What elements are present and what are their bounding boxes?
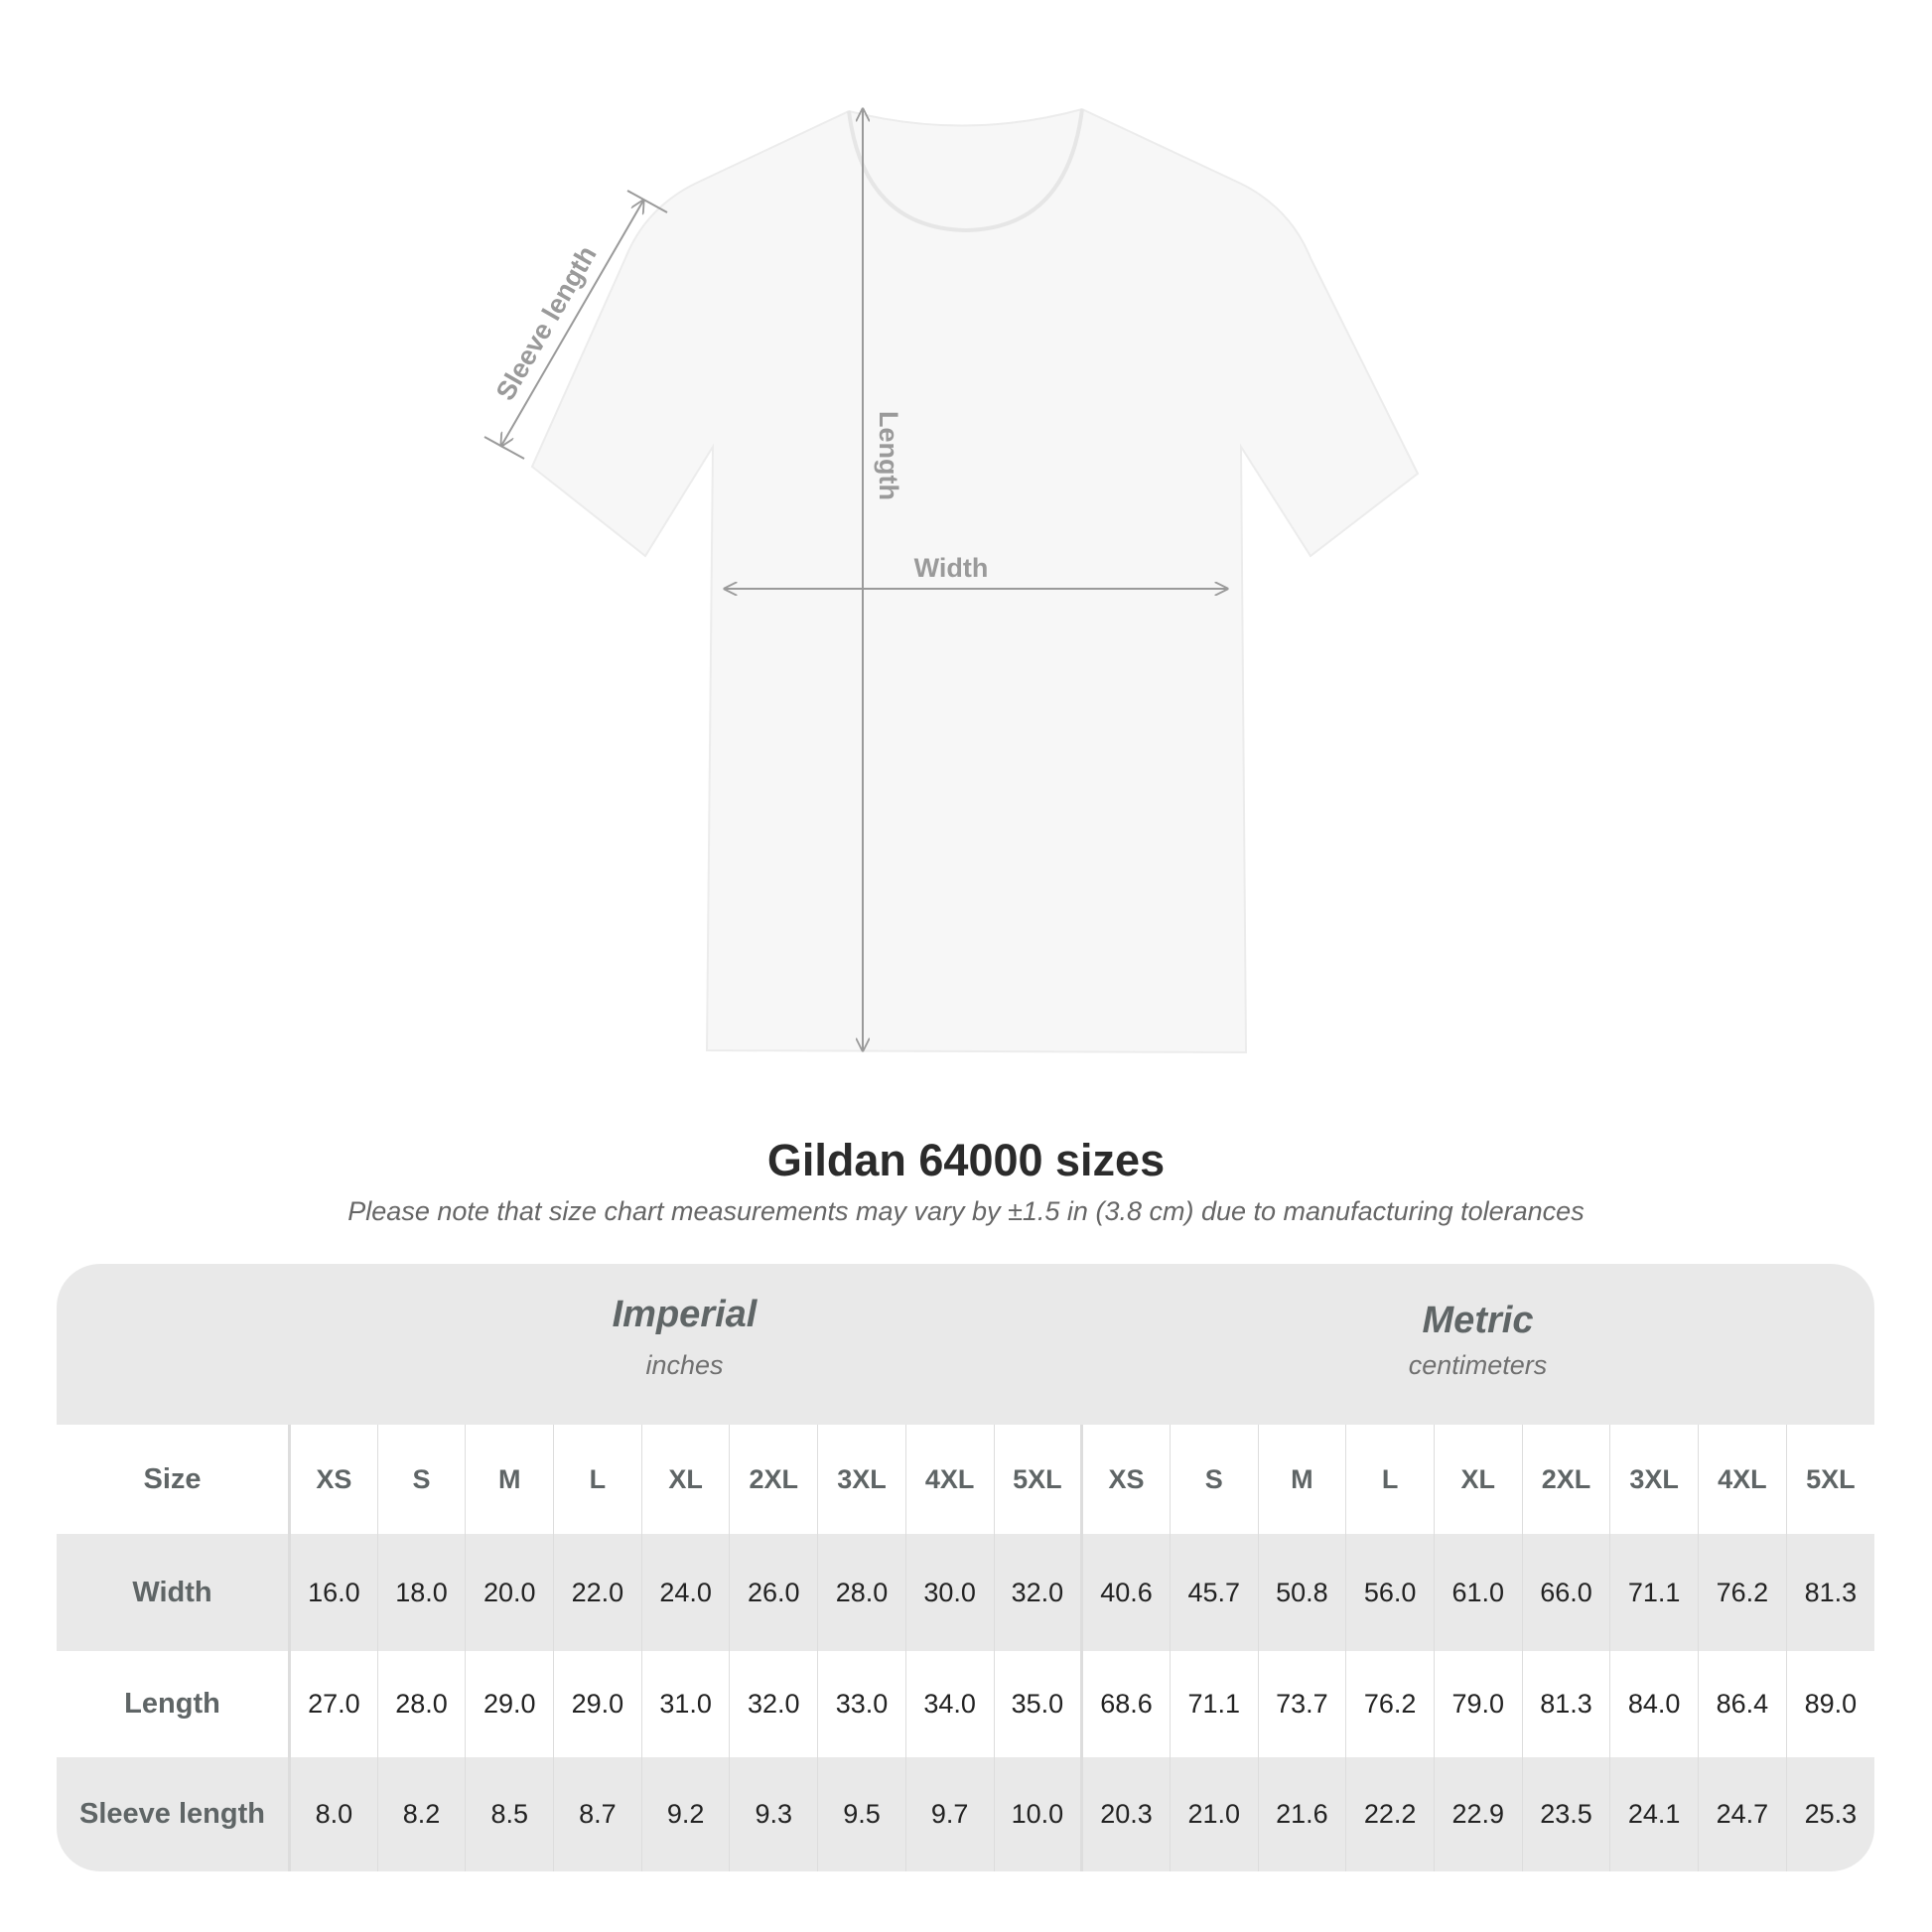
table-cell-imperial: 8.2 bbox=[376, 1757, 466, 1871]
table-row: Width 16.0 18.0 20.0 22.0 24.0 26.0 28.0 30.0 32.… bbox=[57, 1534, 1874, 1651]
table-cell-metric: 86.4 bbox=[1698, 1651, 1787, 1757]
row-label: Length bbox=[57, 1651, 291, 1757]
table-cell-imperial: 9.3 bbox=[729, 1757, 818, 1871]
table-cell-imperial: 33.0 bbox=[817, 1651, 906, 1757]
table-cell-metric: 23.5 bbox=[1521, 1757, 1610, 1871]
table-cell-metric: 76.2 bbox=[1345, 1651, 1435, 1757]
table-cell-metric: 76.2 bbox=[1698, 1534, 1787, 1651]
imperial-title: Imperial bbox=[612, 1294, 758, 1335]
table-cell-imperial: 29.0 bbox=[465, 1651, 554, 1757]
tolerance-note: Please note that size chart measurements… bbox=[347, 1196, 1585, 1226]
table-row: Length 27.0 28.0 29.0 29.0 31.0 32.0 33.0 34.0 35… bbox=[57, 1651, 1874, 1757]
table-cell-imperial: 9.7 bbox=[904, 1757, 994, 1871]
size-header-metric: 3XL bbox=[1609, 1425, 1699, 1534]
table-cell-metric: 79.0 bbox=[1433, 1651, 1523, 1757]
sleeve-arrow bbox=[501, 201, 643, 446]
sleeve-tick bbox=[626, 190, 668, 213]
table-cell-metric: 81.3 bbox=[1785, 1534, 1874, 1651]
table-row: Sleeve length 8.0 8.2 8.5 8.7 9.2 9.3 9.5 9.7 10.… bbox=[57, 1757, 1874, 1871]
table-cell-metric: 21.6 bbox=[1257, 1757, 1346, 1871]
table-cell-imperial: 8.7 bbox=[553, 1757, 642, 1871]
table-cell-imperial: 32.0 bbox=[993, 1534, 1082, 1651]
size-header-imperial: 2XL bbox=[729, 1425, 818, 1534]
table-cell-imperial: 35.0 bbox=[993, 1651, 1082, 1757]
tshirt-diagram: Width Length Sleeve length bbox=[483, 0, 1420, 1054]
row-label: Width bbox=[57, 1534, 291, 1651]
table-cell-imperial: 20.0 bbox=[465, 1534, 554, 1651]
size-header-imperial: XS bbox=[289, 1425, 378, 1534]
size-header-metric: 2XL bbox=[1521, 1425, 1610, 1534]
table-cell-metric: 50.8 bbox=[1257, 1534, 1346, 1651]
size-header-metric: S bbox=[1169, 1425, 1259, 1534]
table-cell-metric: 22.9 bbox=[1433, 1757, 1523, 1871]
metric-header: Metric centimeters bbox=[1081, 1300, 1874, 1381]
table-cell-imperial: 22.0 bbox=[553, 1534, 642, 1651]
sleeve-tick bbox=[483, 436, 525, 460]
size-header-imperial: 4XL bbox=[904, 1425, 994, 1534]
table-cell-metric: 24.7 bbox=[1698, 1757, 1787, 1871]
table-cell-imperial: 10.0 bbox=[993, 1757, 1082, 1871]
row-label: Sleeve length bbox=[57, 1757, 291, 1871]
table-cell-imperial: 18.0 bbox=[376, 1534, 466, 1651]
table-cell-imperial: 30.0 bbox=[904, 1534, 994, 1651]
size-header-metric: XL bbox=[1433, 1425, 1523, 1534]
table-cell-imperial: 26.0 bbox=[729, 1534, 818, 1651]
length-label: Length bbox=[874, 411, 903, 500]
size-header-metric: 5XL bbox=[1785, 1425, 1874, 1534]
table-cell-imperial: 28.0 bbox=[376, 1651, 466, 1757]
table-cell-metric: 68.6 bbox=[1080, 1651, 1171, 1757]
table-cell-metric: 24.1 bbox=[1609, 1757, 1699, 1871]
table-cell-imperial: 29.0 bbox=[553, 1651, 642, 1757]
table-cell-imperial: 9.5 bbox=[817, 1757, 906, 1871]
size-header-row: Size XS S M L XL 2XL 3XL 4XL 5XL XS S M L XL 2XL 3XL 4XL 5… bbox=[57, 1425, 1874, 1534]
units-header bbox=[57, 1264, 1874, 1425]
size-header-imperial: 3XL bbox=[817, 1425, 906, 1534]
size-grid: Size XS S M L XL 2XL 3XL 4XL 5XL XS S M L XL 2XL 3XL 4XL 5… bbox=[57, 1425, 1874, 1871]
width-label: Width bbox=[914, 553, 989, 583]
size-header-metric: 4XL bbox=[1698, 1425, 1787, 1534]
table-cell-imperial: 24.0 bbox=[640, 1534, 730, 1651]
metric-unit: centimeters bbox=[1408, 1350, 1548, 1380]
size-header-imperial: M bbox=[465, 1425, 554, 1534]
size-label: Size bbox=[57, 1425, 291, 1534]
table-cell-metric: 89.0 bbox=[1785, 1651, 1874, 1757]
table-cell-metric: 66.0 bbox=[1521, 1534, 1610, 1651]
size-header-imperial: L bbox=[553, 1425, 642, 1534]
table-cell-metric: 71.1 bbox=[1169, 1651, 1259, 1757]
table-cell-metric: 22.2 bbox=[1345, 1757, 1435, 1871]
table-cell-imperial: 27.0 bbox=[289, 1651, 378, 1757]
table-cell-metric: 56.0 bbox=[1345, 1534, 1435, 1651]
table-cell-metric: 71.1 bbox=[1609, 1534, 1699, 1651]
imperial-unit: inches bbox=[645, 1350, 724, 1380]
table-cell-imperial: 8.5 bbox=[465, 1757, 554, 1871]
size-table: Imperial inches Metric centimeters Size X… bbox=[57, 1264, 1874, 1871]
size-header-metric: L bbox=[1345, 1425, 1435, 1534]
table-cell-metric: 21.0 bbox=[1169, 1757, 1259, 1871]
size-header-imperial: S bbox=[376, 1425, 466, 1534]
table-cell-metric: 20.3 bbox=[1080, 1757, 1171, 1871]
size-header-metric: M bbox=[1257, 1425, 1346, 1534]
table-cell-imperial: 16.0 bbox=[289, 1534, 378, 1651]
table-cell-metric: 40.6 bbox=[1080, 1534, 1171, 1651]
size-header-metric: XS bbox=[1080, 1425, 1171, 1534]
table-cell-metric: 81.3 bbox=[1521, 1651, 1610, 1757]
imperial-header: Imperial inches bbox=[288, 1294, 1081, 1381]
size-header-imperial: 5XL bbox=[993, 1425, 1082, 1534]
table-cell-imperial: 28.0 bbox=[817, 1534, 906, 1651]
table-cell-metric: 61.0 bbox=[1433, 1534, 1523, 1651]
size-header-imperial: XL bbox=[640, 1425, 730, 1534]
table-cell-imperial: 9.2 bbox=[640, 1757, 730, 1871]
table-cell-metric: 45.7 bbox=[1169, 1534, 1259, 1651]
table-cell-metric: 25.3 bbox=[1785, 1757, 1874, 1871]
page-title: Gildan 64000 sizes bbox=[766, 1135, 1166, 1185]
table-cell-metric: 84.0 bbox=[1609, 1651, 1699, 1757]
table-cell-imperial: 8.0 bbox=[289, 1757, 378, 1871]
table-cell-imperial: 31.0 bbox=[640, 1651, 730, 1757]
table-cell-metric: 73.7 bbox=[1257, 1651, 1346, 1757]
table-cell-imperial: 32.0 bbox=[729, 1651, 818, 1757]
table-cell-imperial: 34.0 bbox=[904, 1651, 994, 1757]
metric-title: Metric bbox=[1422, 1300, 1534, 1341]
